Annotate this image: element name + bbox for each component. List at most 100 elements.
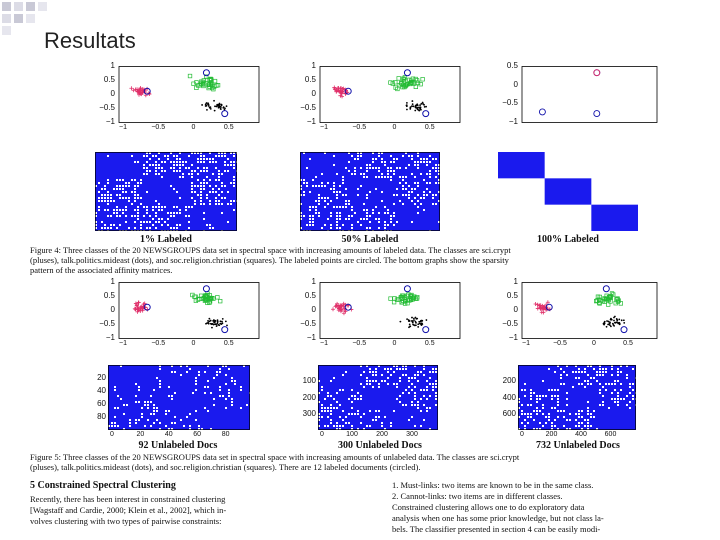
fig5-matrix-2-speckle xyxy=(327,392,329,394)
fig5-matrix-1-speckle xyxy=(198,425,200,427)
fig4-matrix-2-speckle xyxy=(312,218,314,220)
fig5-matrix-3-speckle xyxy=(599,389,601,391)
fig5-matrix-2-speckle xyxy=(339,404,341,406)
fig4-matrix-1-speckle xyxy=(119,179,121,181)
fig5-matrix-2-speckle xyxy=(357,410,359,412)
fig5-3-labeled-circle xyxy=(602,285,610,293)
decorative-squares xyxy=(2,2,47,35)
fig4-matrix-1-speckle xyxy=(95,215,97,217)
fig4-matrix-1-speckle xyxy=(152,164,154,166)
fig4-matrix-1-speckle xyxy=(176,224,178,226)
fig5-matrix-3-speckle xyxy=(542,407,544,409)
fig5-matrix-3-speckle xyxy=(563,410,565,412)
fig4-matrix-1-speckle xyxy=(140,203,142,205)
fig4-matrix-1-speckle xyxy=(191,164,193,166)
fig4-scatter-3: 0.5 0 −0.5 −1 xyxy=(498,61,658,134)
fig5-matrix-1-speckle xyxy=(228,389,230,391)
fig4-matrix-1-frame xyxy=(95,152,237,231)
fig5-3-matrix-y-tick: 400 xyxy=(502,392,516,402)
fig4-matrix-2-speckle xyxy=(432,194,434,196)
fig5-matrix-2-speckle xyxy=(435,392,437,394)
fig5-2-y-tick-label: 1 xyxy=(311,277,316,286)
fig4-matrix-1-speckle xyxy=(203,155,205,157)
fig4-matrix-1-speckle xyxy=(155,221,157,223)
fig4-matrix-1-speckle xyxy=(98,206,100,208)
fig5-matrix-2-speckle xyxy=(414,365,416,367)
fig4-matrix-2-speckle xyxy=(366,194,368,196)
fig5-2-labeled-circle xyxy=(422,326,430,334)
fig4-2-dot-point xyxy=(423,105,426,108)
fig5-matrix-3-speckle xyxy=(584,380,586,382)
fig4-matrix-1-speckle xyxy=(134,191,136,193)
fig5-matrix-2-speckle xyxy=(366,383,368,385)
fig5-matrix-3-speckle xyxy=(599,368,601,370)
fig4-matrix-1-speckle xyxy=(122,179,124,181)
fig4-matrix-1-speckle xyxy=(119,224,121,226)
fig5-matrix-3-speckle xyxy=(617,380,619,382)
fig5-matrix-1-speckle xyxy=(153,404,155,406)
fig5-matrix-2-speckle xyxy=(423,395,425,397)
fig4-matrix-1-speckle xyxy=(206,197,208,199)
fig4-matrix-2-speckle xyxy=(393,170,395,172)
fig4-matrix-1-speckle xyxy=(170,212,172,214)
fig5-matrix-1-speckle xyxy=(147,407,149,409)
fig5-matrix-3-speckle xyxy=(524,389,526,391)
fig4-matrix-1-speckle xyxy=(218,170,220,172)
fig4-matrix-1-speckle xyxy=(191,176,193,178)
fig5-2-square-point xyxy=(388,296,393,301)
fig5-3-plus-point xyxy=(541,305,546,310)
fig5-matrix-2-speckle xyxy=(339,428,341,430)
fig5-matrix-2-speckle xyxy=(414,404,416,406)
fig4-matrix-2-speckle xyxy=(315,200,317,202)
fig4-1-square-point xyxy=(208,76,213,82)
fig4-matrix-1-speckle xyxy=(173,167,175,169)
fig5-matrix-1-speckle xyxy=(240,389,242,391)
fig5-matrix-1-speckle xyxy=(153,413,155,415)
fig5-matrix-1-speckle xyxy=(117,407,119,409)
fig5-matrix-3-speckle xyxy=(620,398,622,400)
fig4-3-axes-frame xyxy=(521,66,658,123)
fig5-matrix-2-speckle xyxy=(357,428,359,430)
fig5-3-matrix-y-tick: 200 xyxy=(502,376,516,386)
fig4-matrix-2-speckle xyxy=(324,185,326,187)
fig5-matrix-3-speckle xyxy=(551,428,553,430)
fig5-1-x-tick-label: −1 xyxy=(119,340,127,347)
fig5-1-dot-point xyxy=(207,320,209,322)
fig4-matrix-2-speckle xyxy=(426,194,428,196)
fig5-1-matrix-x-tick: 60 xyxy=(193,431,202,438)
fig4-matrix-1-speckle xyxy=(158,218,160,220)
fig5-matrix-1-speckle xyxy=(171,371,173,373)
fig4-matrix-1-speckle xyxy=(215,185,217,187)
fig4-matrix-1-speckle xyxy=(155,173,157,175)
fig5-2-matrix-y-tick: 200 xyxy=(302,392,316,402)
fig4-matrix-2-speckle xyxy=(309,158,311,160)
fig4-matrix-1-speckle xyxy=(107,215,109,217)
fig5-1-square-point xyxy=(193,298,199,303)
fig4-matrix-2-speckle xyxy=(375,176,377,178)
fig5-3-y-tick-label: −1 xyxy=(508,333,518,342)
fig4-matrix-1-speckle xyxy=(125,209,127,211)
fig4-matrix-2-speckle xyxy=(300,215,302,217)
fig5-matrix-3-speckle xyxy=(551,425,553,427)
fig5-matrix-2-speckle xyxy=(411,383,413,385)
fig5-3-dot-point xyxy=(608,322,611,325)
fig5-matrix-2-speckle xyxy=(435,383,437,385)
fig4-matrix-2-speckle xyxy=(351,173,353,175)
fig5-matrix-2-speckle xyxy=(360,422,362,424)
fig5-matrix-2-speckle xyxy=(399,380,401,382)
fig4-matrix-2-speckle xyxy=(378,152,380,154)
fig4-2-y-tick-label: −1 xyxy=(306,117,316,126)
fig4-2-square-point xyxy=(410,80,415,85)
fig4-matrix-1-speckle xyxy=(122,209,124,211)
fig5-matrix-1-speckle xyxy=(231,377,233,379)
fig5-matrix-3-speckle xyxy=(632,398,634,400)
fig4-matrix-1-speckle xyxy=(143,215,145,217)
fig4-matrix-1-speckle xyxy=(197,161,199,163)
fig5-matrix-3-speckle xyxy=(620,383,622,385)
fig4-matrix-1-speckle xyxy=(107,179,109,181)
fig4-2-square-point xyxy=(390,81,395,86)
fig4-1-labeled-circle xyxy=(221,110,229,118)
fig5-matrix-2-speckle xyxy=(402,392,404,394)
fig4-matrix-2-speckle xyxy=(333,164,335,166)
fig5-3-dot-point xyxy=(607,320,610,323)
